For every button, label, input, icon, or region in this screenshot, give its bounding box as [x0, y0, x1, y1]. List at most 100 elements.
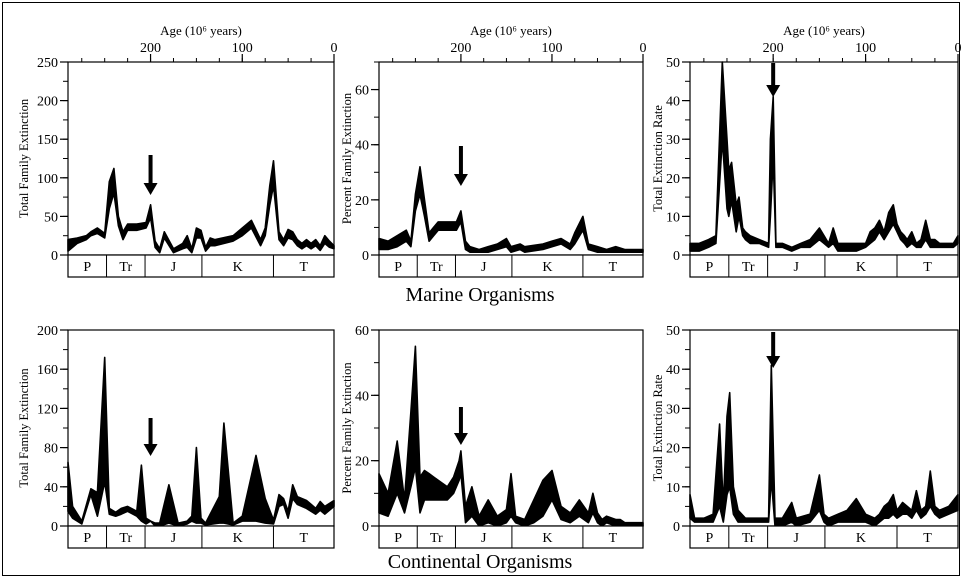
continental-rate-period-tr: Tr: [742, 531, 755, 546]
marine-percent-period-j: J: [481, 260, 487, 275]
continental-percent-panel: 0 20 40 60 Percent Family Extinction P Tr J K T: [340, 324, 644, 549]
marine-rate-panel: 0 10 20 30 40 50 Total Extinction Rate 200 100 0 A…: [651, 23, 962, 278]
marine-percent-period-tr: Tr: [430, 260, 443, 275]
marine-percent-plot-frame: [378, 61, 644, 256]
continental-total-period-t: T: [299, 531, 308, 546]
marine-total-band: [67, 160, 335, 254]
marine-total-ylabel: Total Family Extinction: [17, 98, 31, 218]
continental-percent-period-tr: Tr: [430, 531, 443, 546]
marine-total-period-p: P: [83, 260, 91, 275]
continental-total-ytick-label: 40: [44, 481, 58, 496]
marine-rate-band: [689, 61, 959, 252]
marine-total-ytick-label: 200: [37, 95, 58, 110]
marine-rate-period-p: P: [706, 260, 714, 275]
marine-total-plot-frame: [67, 61, 335, 256]
marine-rate-ytick-label: 30: [666, 133, 680, 148]
continental-percent-ytick-label: 0: [362, 520, 369, 535]
continental-percent-ytick-label: 20: [355, 455, 369, 470]
continental-total-panel: 0 40 80 120 160 200 Total Family Extinction P Tr…: [17, 324, 335, 549]
continental-percent-period-strip: [378, 525, 644, 549]
marine-total-ytick-label: 100: [37, 172, 58, 187]
continental-total-period-strip: [67, 525, 335, 549]
continental-rate-ytick-label: 10: [666, 481, 680, 496]
marine-total-xtick-label: 0: [331, 41, 338, 56]
marine-total-ytick-label: 50: [44, 210, 58, 225]
continental-total-ytick-label: 200: [37, 324, 58, 339]
continental-rate-panel: 0 10 20 30 40 50 Total Extinction Rate P Tr J K T: [651, 324, 959, 549]
continental-rate-period-k: K: [856, 531, 866, 546]
marine-rate-xtick-label: 200: [763, 41, 784, 56]
continental-total-ytick-label: 160: [37, 363, 58, 378]
continental-rate-period-t: T: [923, 531, 932, 546]
marine-rate-ytick-label: 0: [673, 249, 680, 264]
marine-rate-period-t: T: [923, 260, 932, 275]
continental-total-ytick-label: 80: [44, 442, 58, 457]
marine-rate-plot-frame: [689, 61, 959, 256]
marine-percent-xtick-label: 200: [450, 41, 471, 56]
continental-rate-ytick-label: 0: [673, 520, 680, 535]
continental-rate-ytick-label: 20: [666, 442, 680, 457]
marine-percent-period-strip: [378, 254, 644, 278]
marine-total-panel: 0 50 100 150 200 250 Total Family Extinction 20…: [17, 23, 338, 278]
continental-percent-period-t: T: [609, 531, 618, 546]
continental-total-ytick-label: 120: [37, 402, 58, 417]
marine-percent-ytick-label: 40: [355, 139, 369, 154]
marine-total-period-j: J: [171, 260, 177, 275]
continental-percent-period-p: P: [394, 531, 402, 546]
continental-total-ylabel: Total Family Extinction: [17, 368, 31, 488]
continental-total-arrow-head: [143, 444, 158, 456]
continental-rate-ytick-label: 30: [666, 402, 680, 417]
continental-rate-period-j: J: [794, 531, 800, 546]
marine-total-arrow-head: [143, 183, 158, 195]
continental-percent-period-k: K: [542, 531, 552, 546]
marine-rate-period-strip: [689, 254, 959, 278]
continental-rate-ylabel: Total Extinction Rate: [651, 374, 665, 481]
continental-percent-period-j: J: [481, 531, 487, 546]
continental-rate-period-p: P: [706, 531, 714, 546]
marine-total-ytick-label: 150: [37, 133, 58, 148]
continental-total-period-p: P: [83, 531, 91, 546]
marine-rate-xtick-label: 0: [955, 41, 962, 56]
marine-section-title: Marine Organisms: [405, 284, 555, 306]
marine-total-period-t: T: [299, 260, 308, 275]
marine-total-ytick-label: 250: [37, 56, 58, 71]
marine-total-period-k: K: [233, 260, 243, 275]
marine-rate-top-axis-label: Age (10⁶ years): [783, 23, 865, 38]
marine-rate-arrow-head: [766, 85, 781, 97]
continental-rate-period-strip: [689, 525, 959, 549]
marine-total-ytick-label: 0: [51, 249, 58, 264]
marine-rate-ytick-label: 20: [666, 172, 680, 187]
continental-rate-band: [689, 364, 959, 527]
marine-percent-ytick-label: 60: [355, 84, 369, 99]
marine-percent-period-t: T: [609, 260, 618, 275]
marine-percent-xtick-label: 0: [640, 41, 647, 56]
continental-total-ytick-label: 0: [51, 520, 58, 535]
continental-percent-band: [378, 345, 644, 527]
marine-rate-period-k: K: [856, 260, 866, 275]
marine-rate-ytick-label: 40: [666, 95, 680, 110]
continental-total-band: [67, 356, 335, 527]
continental-percent-arrow-head: [453, 433, 468, 445]
continental-percent-ytick-label: 40: [355, 389, 369, 404]
continental-section-title: Continental Organisms: [387, 551, 573, 573]
marine-percent-top-axis-label: Age (10⁶ years): [470, 23, 552, 38]
marine-total-xtick-label: 200: [140, 41, 161, 56]
marine-rate-ytick-label: 50: [666, 56, 680, 71]
marine-rate-period-tr: Tr: [742, 260, 755, 275]
continental-total-period-tr: Tr: [119, 531, 132, 546]
marine-percent-ylabel: Percent Family Extinction: [340, 92, 354, 224]
continental-total-period-j: J: [171, 531, 177, 546]
marine-rate-period-j: J: [794, 260, 800, 275]
marine-total-period-tr: Tr: [119, 260, 132, 275]
marine-total-period-strip: [67, 254, 335, 278]
marine-percent-band: [378, 166, 644, 253]
continental-total-period-k: K: [233, 531, 243, 546]
marine-percent-ytick-label: 20: [355, 194, 369, 209]
marine-percent-period-k: K: [542, 260, 552, 275]
continental-rate-ytick-label: 50: [666, 324, 680, 339]
continental-percent-ylabel: Percent Family Extinction: [340, 362, 354, 494]
continental-percent-ytick-label: 60: [355, 324, 369, 339]
